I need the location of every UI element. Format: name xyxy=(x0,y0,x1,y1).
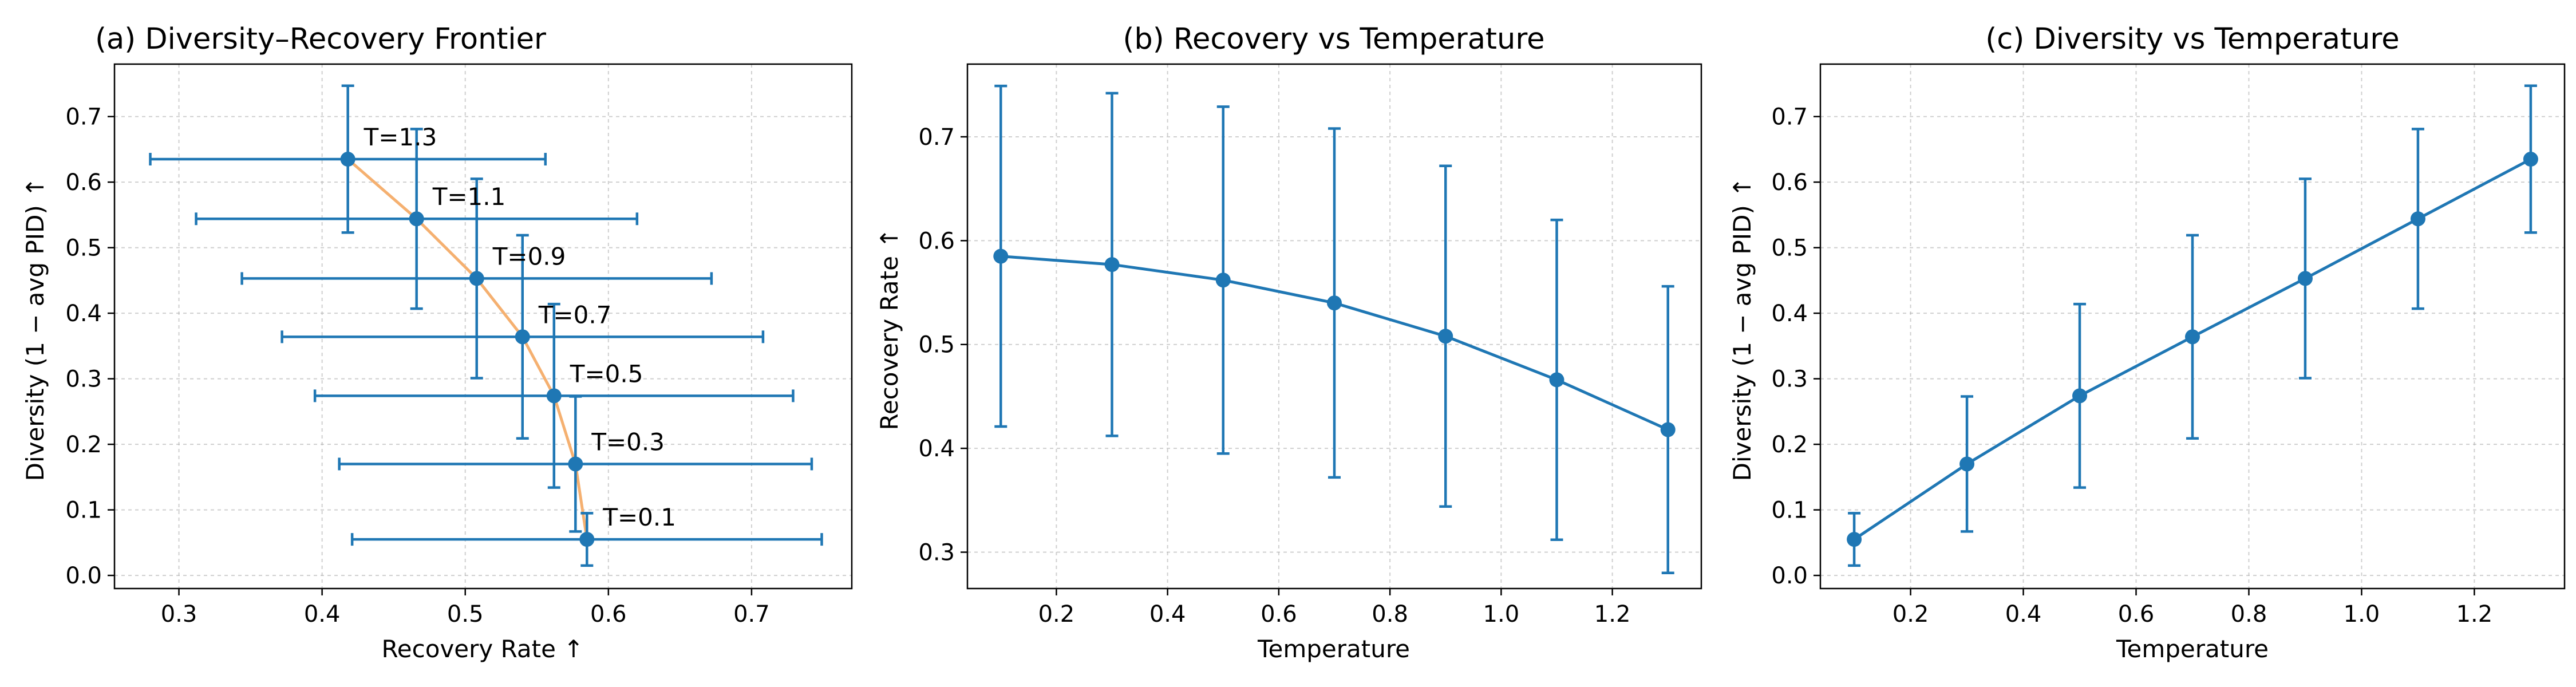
plot-frame xyxy=(113,63,853,590)
x-tick-label: 0.7 xyxy=(733,601,770,627)
point-annotation: T=0.5 xyxy=(570,360,643,388)
chart-title: (c) Diversity vs Temperature xyxy=(1985,22,2399,56)
y-axis-label: Recovery Rate ↑ xyxy=(875,228,903,431)
data-point xyxy=(2523,152,2538,167)
y-axis-label: Diversity (1 − avg PID) ↑ xyxy=(21,177,49,481)
x-tick-label: 0.6 xyxy=(2118,601,2155,627)
panel-b-recovery: (b) Recovery vs Temperature Temperature … xyxy=(875,22,1702,663)
data-point xyxy=(340,152,355,167)
point-annotation: T=1.1 xyxy=(432,183,506,211)
data-point xyxy=(993,248,1009,264)
y-tick-label: 0.2 xyxy=(65,432,102,458)
x-tick-label: 1.2 xyxy=(2456,601,2493,627)
y-tick-label: 0.4 xyxy=(65,301,102,327)
y-tick-label: 0.2 xyxy=(1771,432,1808,458)
data-point xyxy=(1847,532,1862,547)
plot-frame xyxy=(1819,63,2566,590)
data-point xyxy=(1104,257,1120,273)
x-axis-label: Temperature xyxy=(2116,635,2269,663)
x-tick-label: 0.4 xyxy=(1149,601,1186,627)
data-point xyxy=(579,532,595,547)
point-annotation: T=0.1 xyxy=(602,503,676,531)
y-tick-label: 0.3 xyxy=(1771,366,1808,393)
x-tick-label: 0.8 xyxy=(2231,601,2267,627)
x-tick-label: 0.4 xyxy=(304,601,341,627)
chart-title: (a) Diversity–Recovery Frontier xyxy=(95,22,546,56)
data-point xyxy=(1215,273,1231,288)
data-point xyxy=(2297,271,2313,286)
x-tick-label: 0.2 xyxy=(1038,601,1075,627)
data-point xyxy=(409,211,424,227)
y-tick-label: 0.6 xyxy=(918,228,955,254)
x-axis-label: Recovery Rate ↑ xyxy=(382,635,584,663)
y-tick-label: 0.7 xyxy=(65,104,102,131)
y-tick-label: 0.7 xyxy=(918,124,955,151)
y-tick-label: 0.3 xyxy=(918,540,955,566)
data-point xyxy=(1438,329,1453,344)
data-point xyxy=(2410,211,2425,227)
x-tick-label: 1.0 xyxy=(1483,601,1520,627)
x-tick-label: 0.5 xyxy=(447,601,484,627)
data-point xyxy=(1660,422,1676,437)
point-annotation: T=0.7 xyxy=(538,301,612,329)
point-annotation: T=0.3 xyxy=(591,428,665,456)
y-tick-label: 0.7 xyxy=(1771,104,1808,131)
x-axis-label: Temperature xyxy=(1257,635,1410,663)
x-tick-label: 1.0 xyxy=(2344,601,2380,627)
data-point xyxy=(546,388,562,404)
y-tick-label: 0.4 xyxy=(1771,301,1808,327)
x-tick-label: 0.8 xyxy=(1372,601,1408,627)
x-tick-label: 0.3 xyxy=(161,601,197,627)
y-tick-label: 0.0 xyxy=(1771,563,1808,589)
y-tick-label: 0.5 xyxy=(65,235,102,262)
x-tick-label: 0.4 xyxy=(2005,601,2042,627)
y-tick-label: 0.5 xyxy=(918,332,955,358)
point-annotation: T=1.3 xyxy=(364,123,437,151)
plot-frame xyxy=(966,63,1702,590)
chart-title: (b) Recovery vs Temperature xyxy=(1123,22,1544,56)
y-tick-label: 0.5 xyxy=(1771,235,1808,262)
y-tick-label: 0.6 xyxy=(1771,169,1808,196)
x-tick-label: 1.2 xyxy=(1594,601,1631,627)
panel-a-frontier: (a) Diversity–Recovery Frontier Recovery… xyxy=(21,22,853,663)
x-tick-label: 0.6 xyxy=(590,601,627,627)
data-point xyxy=(1549,372,1564,388)
data-point xyxy=(469,271,484,286)
data-point xyxy=(568,456,583,472)
y-tick-label: 0.4 xyxy=(918,436,955,462)
y-tick-label: 0.1 xyxy=(1771,498,1808,524)
y-tick-label: 0.1 xyxy=(65,498,102,524)
y-tick-label: 0.3 xyxy=(65,366,102,393)
y-tick-label: 0.0 xyxy=(65,563,102,589)
point-annotation: T=0.9 xyxy=(492,242,566,270)
y-tick-label: 0.6 xyxy=(65,169,102,196)
frontier-line xyxy=(347,158,588,540)
y-axis-label: Diversity (1 − avg PID) ↑ xyxy=(1728,177,1756,481)
data-point xyxy=(1959,456,1975,472)
data-point xyxy=(2072,388,2088,404)
x-tick-label: 0.2 xyxy=(1893,601,1929,627)
panel-c-diversity: (c) Diversity vs Temperature Temperature… xyxy=(1728,22,2566,663)
x-tick-label: 0.6 xyxy=(1261,601,1297,627)
data-point xyxy=(1327,295,1342,311)
data-point xyxy=(515,329,530,345)
data-point xyxy=(2185,329,2200,345)
